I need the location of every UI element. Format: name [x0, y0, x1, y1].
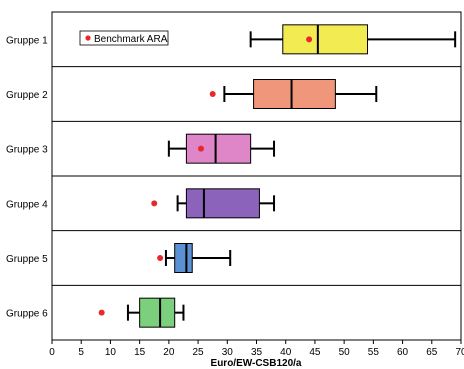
iqr-box [139, 297, 176, 328]
x-tick-label: 55 [368, 347, 380, 358]
x-tick-label: 40 [280, 347, 292, 358]
x-tick-label: 10 [105, 347, 117, 358]
x-tick-label: 65 [426, 347, 438, 358]
x-axis: 0 5 10 15 20 25 30 35 40 45 50 55 60 65 70 [49, 340, 464, 358]
box-gruppe-6 [126, 297, 185, 328]
benchmark-point [197, 145, 204, 152]
category-labels: Gruppe 1 Gruppe 2 Gruppe 3 Gruppe 4 Gruppe 5… [6, 35, 48, 319]
box-gruppe-4 [176, 188, 276, 219]
x-tick-label: 45 [309, 347, 321, 358]
box-gruppe-3 [167, 133, 276, 164]
iqr-box [253, 79, 336, 109]
benchmark-point [157, 255, 164, 261]
box-gruppe-1 [249, 24, 457, 55]
legend-label: Benchmark ARA [94, 34, 168, 45]
iqr-box [282, 24, 369, 55]
legend: Benchmark ARA [79, 30, 169, 46]
x-tick-label: 35 [251, 347, 263, 358]
category-label: Gruppe 6 [6, 309, 48, 320]
benchmark-point [151, 200, 158, 207]
benchmark-point [306, 36, 313, 43]
legend-box [79, 30, 169, 46]
x-tick-label: 0 [49, 347, 55, 358]
x-tick-label: 70 [455, 347, 464, 358]
x-axis-title: Euro/EW-CSB120/a [211, 358, 302, 369]
category-label: Gruppe 5 [6, 254, 48, 265]
x-tick-label: 60 [397, 347, 409, 358]
category-label: Gruppe 2 [6, 90, 48, 101]
iqr-box [185, 188, 260, 219]
x-tick-label: 15 [134, 347, 146, 358]
x-tick-label: 25 [193, 347, 205, 358]
x-tick-label: 20 [163, 347, 175, 358]
x-tick-label: 50 [339, 347, 351, 358]
category-label: Gruppe 4 [6, 199, 48, 210]
category-label: Gruppe 3 [6, 145, 48, 156]
category-label: Gruppe 1 [6, 35, 48, 46]
iqr-box [185, 133, 252, 164]
benchmark-point [98, 309, 105, 316]
benchmark-points [98, 36, 313, 316]
benchmark-point [209, 91, 216, 97]
legend-marker [85, 35, 91, 41]
x-tick-label: 30 [222, 347, 234, 358]
iqr-box [174, 243, 193, 273]
x-tick-label: 5 [78, 347, 84, 358]
box-gruppe-5 [164, 243, 232, 273]
grid-lines [52, 66, 461, 286]
box-gruppe-2 [223, 79, 378, 109]
box-series [126, 24, 457, 328]
